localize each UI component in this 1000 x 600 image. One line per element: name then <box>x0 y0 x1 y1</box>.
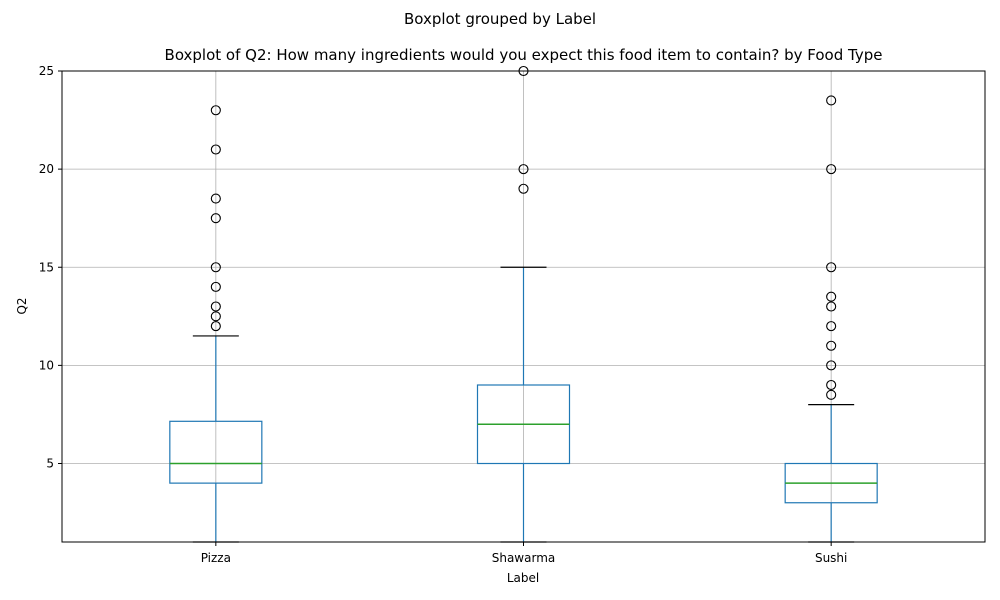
outlier-point <box>210 105 221 116</box>
outlier-point <box>826 95 837 106</box>
outlier-point <box>826 301 837 312</box>
x-tick-label: Shawarma <box>492 551 556 565</box>
y-tick-label: 5 <box>46 457 54 471</box>
outlier-point <box>210 321 221 332</box>
y-axis-label: Q2 <box>15 297 29 314</box>
iqr-box <box>169 420 263 484</box>
outlier-point <box>210 144 221 155</box>
box-group-sushi <box>784 95 878 543</box>
outlier-point <box>826 360 837 371</box>
outlier-point <box>518 183 529 194</box>
outlier-point <box>210 213 221 224</box>
outlier-point <box>210 311 221 322</box>
x-tick-label: Sushi <box>815 551 847 565</box>
outlier-point <box>826 340 837 351</box>
x-tick-label: Pizza <box>201 551 231 565</box>
outlier-point <box>826 164 837 175</box>
outlier-point <box>826 389 837 400</box>
outlier-point <box>826 291 837 302</box>
y-tick-label: 20 <box>39 162 54 176</box>
x-axis-label: Label <box>507 571 539 585</box>
outlier-point <box>210 193 221 204</box>
axis-layer: 5 10 15 20 25 Pizza Shawarma Sushi <box>39 64 986 565</box>
outlier-point <box>210 262 221 273</box>
outlier-point <box>210 281 221 292</box>
outlier-point <box>210 301 221 312</box>
outlier-point <box>826 321 837 332</box>
chart-title: Boxplot of Q2: How many ingredients woul… <box>164 46 883 64</box>
figure-suptitle: Boxplot grouped by Label <box>403 10 597 28</box>
y-tick-label: 25 <box>39 64 54 78</box>
outlier-point <box>518 164 529 175</box>
y-tick-label: 10 <box>39 358 54 372</box>
outlier-point <box>826 379 837 391</box>
outlier-point <box>826 262 837 273</box>
y-tick-label: 15 <box>39 260 54 274</box>
